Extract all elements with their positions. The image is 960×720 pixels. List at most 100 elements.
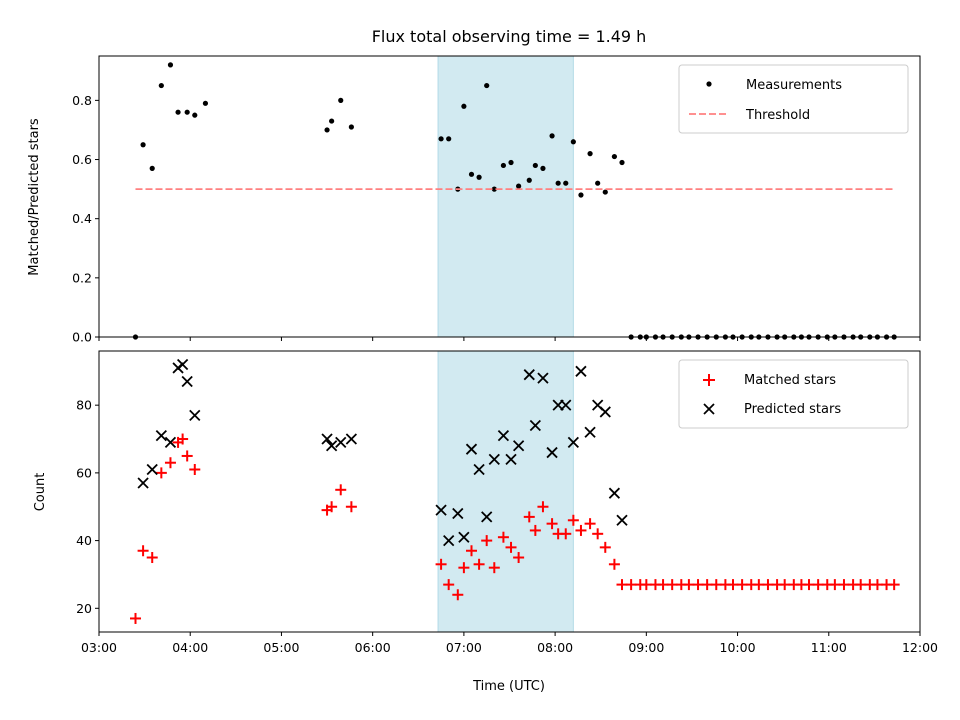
predicted-star-point — [435, 504, 447, 516]
x-tick-label: 04:00 — [172, 640, 208, 655]
measurement-point — [532, 162, 538, 169]
matched-star-point — [189, 463, 201, 475]
matched-star-point — [481, 535, 493, 547]
matched-star-point — [326, 501, 338, 513]
bottom-axes-frame — [98, 350, 921, 633]
y-tick-label: 0.6 — [72, 152, 92, 167]
predicted-star-point — [529, 419, 541, 432]
measurement-point — [158, 82, 164, 89]
predicted-star-point — [575, 365, 587, 377]
predicted-star-point — [465, 443, 478, 455]
predicted-star-point — [458, 531, 470, 543]
predicted-star-point — [176, 358, 189, 371]
matched-star-point — [443, 579, 455, 591]
legend-marker-measurements — [706, 81, 712, 87]
measurement-point — [348, 124, 354, 130]
matched-star-point — [575, 524, 587, 536]
measurement-point — [549, 133, 555, 139]
predicted-star-point — [584, 426, 596, 438]
x-tick-label: 05:00 — [263, 640, 299, 655]
matched-star-point — [560, 528, 572, 540]
legend-label-matched-stars: Matched stars — [744, 373, 836, 388]
matched-star-point — [473, 558, 485, 570]
bottom-legend: Matched stars Predicted stars — [678, 359, 909, 429]
y-tick-label: 60 — [76, 465, 92, 480]
measurement-point — [484, 82, 490, 89]
measurement-point — [491, 186, 497, 192]
top-yticks: 0.0 0.2 0.4 0.6 0.8 — [72, 93, 99, 345]
measurement-point — [555, 180, 561, 186]
matched-star-point — [137, 545, 149, 557]
predicted-star-point — [567, 436, 579, 449]
measurement-point — [438, 136, 444, 142]
predicted-star-point — [181, 375, 193, 388]
predicted-star-point — [523, 369, 535, 381]
y-tick-label: 20 — [76, 601, 92, 616]
matched-star-point — [181, 450, 193, 462]
legend-marker-predicted-stars — [703, 403, 715, 415]
predicted-star-point — [155, 430, 167, 442]
matched-star-point — [599, 541, 611, 553]
matched-star-point — [177, 433, 189, 445]
matched-star-point — [458, 562, 470, 574]
measurement-point — [468, 171, 475, 177]
measurement-point — [595, 180, 601, 186]
x-tick-label: 07:00 — [446, 640, 482, 655]
y-tick-label: 80 — [76, 398, 92, 413]
predicted-star-point — [335, 436, 347, 449]
measurement-point — [508, 159, 514, 166]
matched-star-point — [452, 589, 464, 601]
y-tick-label: 0.2 — [72, 270, 92, 285]
matched-star-point — [537, 501, 549, 513]
measurement-point — [175, 109, 181, 115]
predicted-star-point — [481, 511, 493, 523]
measurement-point — [324, 127, 330, 133]
predicted-star-point — [616, 514, 628, 526]
top-xticks — [98, 337, 921, 341]
measurement-point — [184, 109, 190, 115]
legend-marker-matched-stars — [703, 374, 715, 386]
measurement-point — [563, 180, 569, 186]
matched-star-point — [465, 545, 477, 557]
y-tick-label: 0.0 — [72, 330, 92, 345]
measurement-point — [570, 139, 576, 145]
legend-label-measurements: Measurements — [746, 78, 842, 93]
predicted-star-point — [452, 507, 464, 520]
matched-star-point — [608, 558, 620, 570]
matched-star-point — [435, 558, 447, 570]
top-y-axis-label: Matched/Predicted stars — [27, 118, 42, 276]
x-tick-label: 11:00 — [811, 640, 847, 655]
x-tick-label: 10:00 — [720, 640, 756, 655]
measurement-point — [587, 151, 593, 157]
y-tick-label: 40 — [76, 533, 92, 548]
top-legend-box — [678, 64, 909, 134]
measurement-point — [149, 165, 155, 171]
bottom-yticks: 20 40 60 80 — [76, 398, 99, 616]
predicted-star-point — [512, 440, 525, 452]
measurement-point — [578, 192, 584, 198]
top-panel: 0.00.20.40.60.8 Matched/Predicted stars … — [27, 55, 921, 345]
top-legend: Measurements Threshold — [678, 64, 909, 134]
matched-star-point — [164, 457, 176, 469]
predicted-star-point — [137, 477, 149, 489]
matched-star-point — [584, 518, 596, 530]
x-tick-label: 08:00 — [537, 640, 573, 655]
matched-star-point — [529, 524, 541, 536]
x-tick-label: 09:00 — [628, 640, 664, 655]
measurement-point — [619, 159, 625, 166]
measurement-point — [500, 162, 507, 169]
bottom-legend-box — [678, 359, 909, 429]
x-tick-label: 06:00 — [355, 640, 391, 655]
predicted-star-point — [546, 446, 558, 459]
legend-label-threshold: Threshold — [745, 108, 810, 123]
matched-star-point — [567, 514, 579, 526]
y-tick-label: 0.4 — [72, 211, 92, 226]
y-tick-label: 0.8 — [72, 93, 92, 108]
predicted-star-point — [497, 430, 510, 442]
measurement-point — [461, 103, 467, 109]
predicted-star-point — [443, 534, 455, 547]
measurement-point — [167, 62, 174, 68]
matched-star-point — [497, 531, 509, 543]
predicted-star-point — [321, 433, 333, 445]
